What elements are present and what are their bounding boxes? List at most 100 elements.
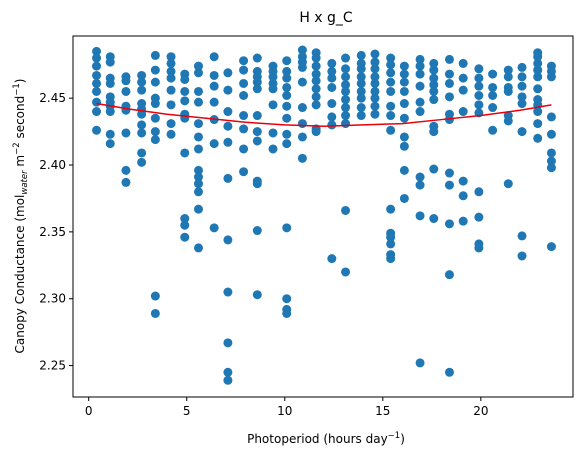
y-axis-label-part4: ) bbox=[13, 79, 27, 84]
data-point-111 bbox=[252, 136, 262, 146]
y-tick-label-1: 2.30 bbox=[39, 292, 66, 306]
data-point-108 bbox=[252, 84, 262, 94]
data-point-160 bbox=[327, 99, 337, 109]
data-point-86 bbox=[223, 85, 233, 95]
data-point-209 bbox=[399, 77, 409, 87]
data-point-169 bbox=[341, 95, 351, 105]
chart-title: H x g_C bbox=[299, 10, 353, 26]
data-point-239 bbox=[444, 78, 454, 88]
data-point-18 bbox=[105, 139, 115, 149]
data-point-268 bbox=[488, 103, 498, 113]
data-point-288 bbox=[533, 65, 543, 75]
data-point-12 bbox=[105, 78, 115, 88]
data-point-217 bbox=[415, 54, 425, 64]
data-point-216 bbox=[399, 193, 409, 203]
data-point-148 bbox=[311, 61, 321, 71]
data-point-76 bbox=[193, 204, 203, 214]
data-point-269 bbox=[488, 125, 498, 135]
data-point-228 bbox=[429, 65, 439, 75]
data-point-97 bbox=[239, 65, 249, 75]
data-point-219 bbox=[415, 69, 425, 79]
data-point-171 bbox=[341, 111, 351, 121]
data-point-282 bbox=[517, 127, 527, 137]
data-point-96 bbox=[239, 56, 249, 66]
y-tick-label-0: 2.25 bbox=[39, 359, 66, 373]
data-point-126 bbox=[282, 73, 292, 83]
data-point-20 bbox=[121, 76, 131, 86]
data-point-248 bbox=[458, 58, 468, 68]
data-point-21 bbox=[121, 86, 131, 96]
data-point-67 bbox=[193, 86, 203, 96]
data-point-204 bbox=[386, 239, 396, 249]
data-point-123 bbox=[268, 144, 278, 154]
data-point-114 bbox=[252, 226, 262, 236]
data-point-242 bbox=[444, 115, 454, 125]
data-point-158 bbox=[327, 73, 337, 83]
data-point-101 bbox=[239, 124, 249, 134]
data-point-41 bbox=[150, 99, 160, 109]
data-point-265 bbox=[488, 69, 498, 79]
data-point-24 bbox=[121, 128, 131, 138]
data-point-36 bbox=[137, 157, 147, 167]
data-point-120 bbox=[268, 84, 278, 94]
data-point-84 bbox=[209, 223, 219, 233]
data-point-122 bbox=[268, 128, 278, 138]
data-point-46 bbox=[150, 308, 160, 318]
data-point-32 bbox=[137, 109, 147, 119]
data-point-159 bbox=[327, 82, 337, 92]
data-point-234 bbox=[429, 127, 439, 137]
data-point-175 bbox=[356, 50, 366, 60]
data-point-87 bbox=[223, 107, 233, 117]
x-tick-label-10: 10 bbox=[277, 404, 292, 418]
data-point-179 bbox=[356, 78, 366, 88]
data-point-211 bbox=[399, 99, 409, 109]
data-point-287 bbox=[533, 58, 543, 68]
data-point-63 bbox=[180, 220, 190, 230]
data-point-196 bbox=[386, 77, 396, 87]
data-point-301 bbox=[546, 148, 556, 158]
data-point-93 bbox=[223, 338, 233, 348]
data-point-180 bbox=[356, 86, 366, 96]
data-point-16 bbox=[105, 107, 115, 117]
data-point-109 bbox=[252, 111, 262, 121]
data-point-2 bbox=[92, 61, 102, 71]
data-point-165 bbox=[341, 64, 351, 74]
x-tick-label-0: 0 bbox=[85, 404, 93, 418]
data-point-237 bbox=[444, 54, 454, 64]
data-point-8 bbox=[92, 125, 102, 135]
data-point-168 bbox=[341, 86, 351, 96]
data-point-190 bbox=[370, 93, 380, 103]
data-point-245 bbox=[444, 219, 454, 229]
data-point-94 bbox=[223, 367, 233, 377]
data-point-295 bbox=[533, 133, 543, 143]
data-point-1 bbox=[92, 53, 102, 63]
data-point-256 bbox=[474, 73, 484, 83]
data-point-187 bbox=[370, 72, 380, 82]
data-point-232 bbox=[429, 95, 439, 105]
data-point-231 bbox=[429, 86, 439, 96]
data-point-153 bbox=[311, 100, 321, 110]
data-point-28 bbox=[137, 77, 147, 87]
data-point-249 bbox=[458, 73, 468, 83]
data-point-91 bbox=[223, 235, 233, 245]
data-point-188 bbox=[370, 78, 380, 88]
data-point-283 bbox=[517, 231, 527, 241]
data-point-44 bbox=[150, 135, 160, 145]
data-point-43 bbox=[150, 127, 160, 137]
data-point-142 bbox=[297, 103, 307, 113]
data-point-181 bbox=[356, 93, 366, 103]
data-point-145 bbox=[297, 153, 307, 163]
data-point-290 bbox=[533, 84, 543, 94]
data-point-38 bbox=[150, 65, 160, 75]
data-point-85 bbox=[223, 68, 233, 78]
data-point-212 bbox=[399, 113, 409, 123]
data-point-70 bbox=[193, 132, 203, 142]
data-point-150 bbox=[311, 76, 321, 86]
fit-curve bbox=[96, 102, 552, 128]
data-point-26 bbox=[121, 177, 131, 187]
data-point-64 bbox=[180, 232, 190, 242]
data-point-128 bbox=[282, 91, 292, 100]
data-point-230 bbox=[429, 80, 439, 90]
data-point-300 bbox=[546, 129, 556, 139]
data-point-79 bbox=[209, 70, 219, 80]
